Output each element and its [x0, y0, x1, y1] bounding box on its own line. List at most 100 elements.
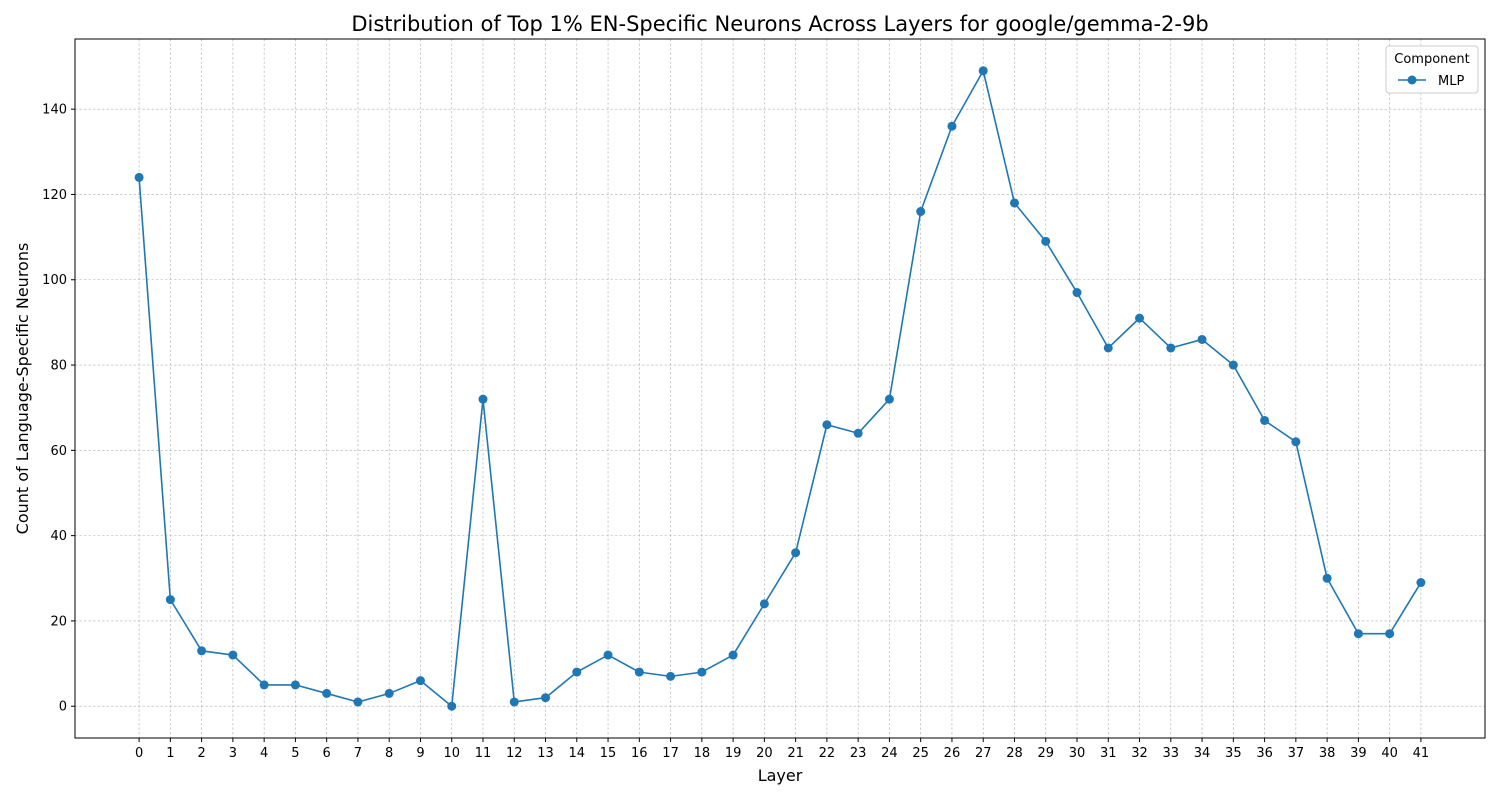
x-tick-label: 6 [323, 746, 331, 761]
x-tick-label: 5 [291, 746, 299, 761]
x-tick-label: 20 [756, 746, 773, 761]
data-point [1228, 360, 1238, 370]
x-tick-label: 16 [631, 746, 648, 761]
x-tick-label: 0 [135, 746, 143, 761]
x-tick-label: 32 [1131, 746, 1148, 761]
data-point [415, 676, 425, 686]
data-point [1353, 629, 1363, 639]
y-axis-label: Count of Language-Specific Neurons [13, 243, 32, 535]
x-tick-label: 30 [1069, 746, 1086, 761]
legend: Component MLP [1385, 45, 1479, 94]
x-tick-label: 22 [819, 746, 836, 761]
data-point [259, 680, 269, 690]
x-axis-ticks: 0 1 2 3 4 5 6 7 8 9 10 11 12 13 14 15 16 17 18 19 20 21 22 23 24… [135, 738, 1429, 761]
data-point [728, 650, 738, 660]
y-tick-label: 120 [42, 188, 67, 203]
legend-marker-swatch [1407, 75, 1417, 85]
x-tick-label: 38 [1319, 746, 1336, 761]
data-point [1385, 629, 1395, 639]
x-tick-label: 1 [166, 746, 174, 761]
series-line-mlp [138, 69, 1422, 708]
data-point [228, 650, 238, 660]
data-point [759, 599, 769, 609]
data-point [1009, 198, 1019, 208]
data-point [541, 693, 551, 703]
chart-title: Distribution of Top 1% EN-Specific Neuro… [351, 12, 1208, 36]
x-tick-label: 21 [787, 746, 804, 761]
data-point [1197, 334, 1207, 344]
plot-frame [74, 38, 1486, 739]
y-tick-label: 80 [50, 359, 67, 374]
x-tick-label: 35 [1225, 746, 1242, 761]
data-point [572, 667, 582, 677]
data-point [978, 66, 988, 76]
y-tick-label: 140 [42, 103, 67, 118]
x-tick-label: 15 [600, 746, 617, 761]
x-tick-label: 23 [850, 746, 867, 761]
x-tick-label: 10 [443, 746, 460, 761]
y-tick-label: 100 [42, 273, 67, 288]
legend-title: Component [1394, 52, 1469, 67]
x-tick-label: 7 [354, 746, 362, 761]
data-point [509, 697, 519, 707]
data-point [1103, 343, 1113, 353]
legend-entry-label: MLP [1438, 74, 1464, 89]
x-tick-label: 2 [197, 746, 205, 761]
grid [75, 39, 1485, 738]
data-point [791, 548, 801, 558]
data-point [603, 650, 613, 660]
data-point [384, 688, 394, 698]
data-point [165, 595, 175, 605]
data-point [134, 172, 144, 182]
x-tick-label: 29 [1037, 746, 1054, 761]
x-tick-label: 12 [506, 746, 523, 761]
series-layer [134, 66, 1426, 711]
data-point [697, 667, 707, 677]
data-point [1135, 313, 1145, 323]
data-point [290, 680, 300, 690]
data-point [478, 394, 488, 404]
y-tick-label: 0 [59, 700, 67, 715]
x-tick-label: 28 [1006, 746, 1023, 761]
x-tick-label: 40 [1381, 746, 1398, 761]
x-tick-label: 11 [475, 746, 492, 761]
data-point [853, 428, 863, 438]
x-tick-label: 25 [912, 746, 929, 761]
data-point [322, 688, 332, 698]
x-tick-label: 39 [1350, 746, 1367, 761]
data-point [1416, 578, 1426, 588]
data-point [1260, 415, 1270, 425]
x-tick-label: 36 [1256, 746, 1273, 761]
x-tick-label: 4 [260, 746, 268, 761]
data-point [1041, 236, 1051, 246]
data-point [1322, 573, 1332, 583]
x-tick-label: 13 [537, 746, 554, 761]
data-point [947, 121, 957, 131]
data-point [822, 420, 832, 430]
x-tick-label: 3 [229, 746, 237, 761]
data-point [197, 646, 207, 656]
data-point [634, 667, 644, 677]
y-tick-label: 60 [50, 444, 67, 459]
x-tick-label: 18 [694, 746, 711, 761]
x-tick-label: 14 [569, 746, 586, 761]
data-point [1072, 288, 1082, 298]
y-tick-label: 20 [50, 614, 67, 629]
data-point [353, 697, 363, 707]
x-tick-label: 17 [662, 746, 679, 761]
x-tick-label: 27 [975, 746, 992, 761]
data-point [916, 207, 926, 217]
x-tick-label: 33 [1163, 746, 1180, 761]
y-axis-ticks: 0 20 40 60 80 100 120 140 [42, 103, 75, 715]
x-tick-label: 24 [881, 746, 898, 761]
x-tick-label: 41 [1413, 746, 1430, 761]
x-tick-label: 9 [416, 746, 424, 761]
y-tick-label: 40 [50, 529, 67, 544]
x-tick-label: 19 [725, 746, 742, 761]
data-point [1166, 343, 1176, 353]
data-point [1291, 437, 1301, 447]
x-tick-label: 26 [944, 746, 961, 761]
x-tick-label: 31 [1100, 746, 1117, 761]
